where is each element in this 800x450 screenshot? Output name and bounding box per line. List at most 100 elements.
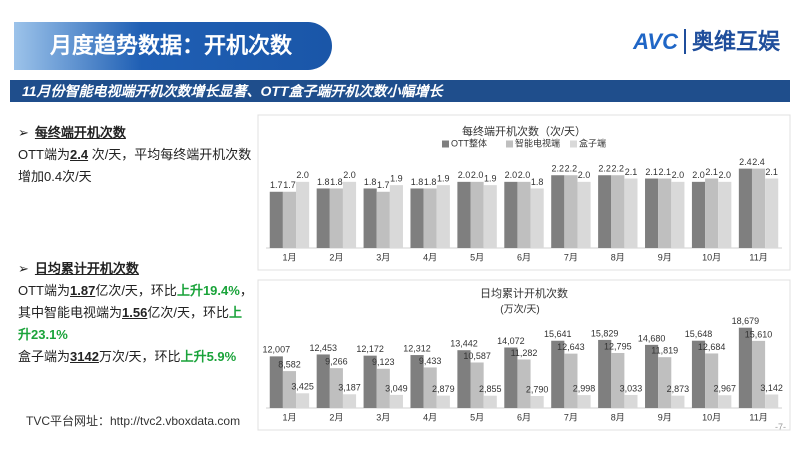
x-tick-label: 5月 [470, 412, 484, 422]
highlight: 5.9% [206, 349, 237, 364]
paragraph: 盒子端为3142万次/天，环比上升5.9% [18, 346, 254, 368]
bar [691, 181, 706, 248]
value-label: 12,453 [309, 343, 337, 353]
text: 亿次/天，环比 [95, 283, 177, 298]
value-label: 12,007 [263, 345, 291, 355]
section: 日均累计开机次数 OTT端为1.87亿次/天，环比上升19.4%，其中智能电视端… [18, 258, 254, 368]
bar [765, 178, 779, 248]
x-tick-label: 11月 [749, 252, 767, 262]
text: OTT端为 [18, 283, 70, 298]
bar [564, 353, 578, 408]
chart-frame [257, 114, 791, 271]
value-label: 11,282 [511, 348, 538, 358]
value-label: 1.8 [424, 177, 437, 187]
value-label: 3,049 [385, 383, 408, 393]
value-label: 14,072 [497, 336, 525, 346]
value-label: 15,641 [544, 329, 572, 339]
logo-mark: AVC [633, 29, 686, 54]
value-label: 2.4 [739, 157, 752, 167]
x-tick-label: 4月 [423, 412, 437, 422]
text: 次/天，平均每终端开机次数增加0.4次/天 [18, 147, 252, 184]
value-label: 2.0 [458, 170, 471, 180]
value-label: 10,587 [463, 351, 491, 361]
x-tick-label: 10月 [702, 252, 721, 262]
value-label: 3,033 [620, 383, 643, 393]
bar [410, 355, 424, 408]
value-label: 2.1 [765, 167, 778, 177]
logo: AVC 奥维互娱 [633, 24, 780, 56]
value-label: 12,795 [604, 341, 632, 351]
section: 每终端开机次数 OTT端为2.4 次/天，平均每终端开机次数增加0.4次/天 [18, 122, 254, 188]
legend-swatch [506, 140, 513, 148]
bar [363, 188, 377, 248]
value-label: 2.0 [296, 170, 309, 180]
bar [624, 394, 638, 408]
highlight: 上升 [176, 283, 203, 298]
value-label: 1.7 [377, 180, 390, 190]
value-label: 14,680 [638, 333, 666, 343]
bar [705, 353, 719, 408]
value-label: 3,425 [291, 382, 314, 392]
x-tick-label: 10月 [702, 412, 721, 422]
value-label: 2.1 [705, 167, 718, 177]
bar [470, 181, 484, 248]
text: 盒子端为 [18, 349, 71, 364]
bar [457, 350, 471, 408]
x-tick-label: 1月 [282, 412, 296, 422]
bar [611, 175, 625, 248]
x-tick-label: 11月 [749, 412, 767, 422]
bar [504, 181, 518, 248]
text: ，其中智能电视端为 [18, 283, 253, 320]
bar [363, 355, 377, 408]
highlight: 19.4% [202, 283, 240, 298]
value-label: 2.0 [505, 170, 518, 180]
value-label: 2.0 [578, 170, 591, 180]
value-label: 2.1 [625, 167, 638, 177]
bar [598, 339, 612, 408]
value-label: 2,998 [573, 383, 596, 393]
x-tick-label: 7月 [564, 252, 578, 262]
bar [751, 340, 766, 408]
x-tick-label: 8月 [611, 252, 625, 262]
value-label: 1.8 [411, 177, 424, 187]
bar [470, 362, 484, 408]
value-label: 2.1 [658, 167, 671, 177]
paragraph: OTT端为2.4 次/天，平均每终端开机次数增加0.4次/天 [18, 144, 254, 188]
bar [483, 185, 497, 248]
value-label: 1.9 [484, 174, 497, 184]
value-label: 1.9 [437, 174, 450, 184]
page-number: -7- [775, 422, 786, 432]
bar [329, 188, 343, 248]
value-label: 2.1 [645, 167, 658, 177]
bar [296, 393, 310, 408]
bar [691, 340, 706, 408]
value-label: 2.0 [672, 170, 685, 180]
footer-url: TVC平台网址：http://tvc2.vboxdata.com [26, 414, 241, 428]
logo-text: 奥维互娱 [691, 29, 780, 54]
bar [342, 181, 357, 248]
bar [530, 188, 544, 248]
value-label: 1.7 [270, 180, 283, 190]
bar [718, 395, 732, 408]
value-label: 13,442 [450, 339, 478, 349]
value-label: 9,266 [325, 357, 348, 367]
bar [282, 371, 297, 408]
bar [577, 181, 591, 248]
bar [376, 368, 390, 408]
number: 2.4 [70, 147, 89, 162]
x-tick-label: 7月 [564, 412, 578, 422]
value-label: 2,879 [432, 384, 455, 394]
bar [269, 356, 283, 408]
x-tick-label: 5月 [470, 252, 484, 262]
bar [342, 394, 357, 408]
bar [551, 340, 565, 408]
highlight: 上升 [180, 349, 207, 364]
chart-frame [257, 279, 791, 431]
bar [611, 352, 625, 408]
bar [517, 181, 531, 248]
value-label: 12,643 [557, 342, 585, 352]
value-label: 2,790 [526, 384, 549, 394]
value-label: 2.2 [552, 164, 565, 174]
value-label: 9,433 [419, 356, 442, 366]
value-label: 2,967 [714, 384, 737, 394]
